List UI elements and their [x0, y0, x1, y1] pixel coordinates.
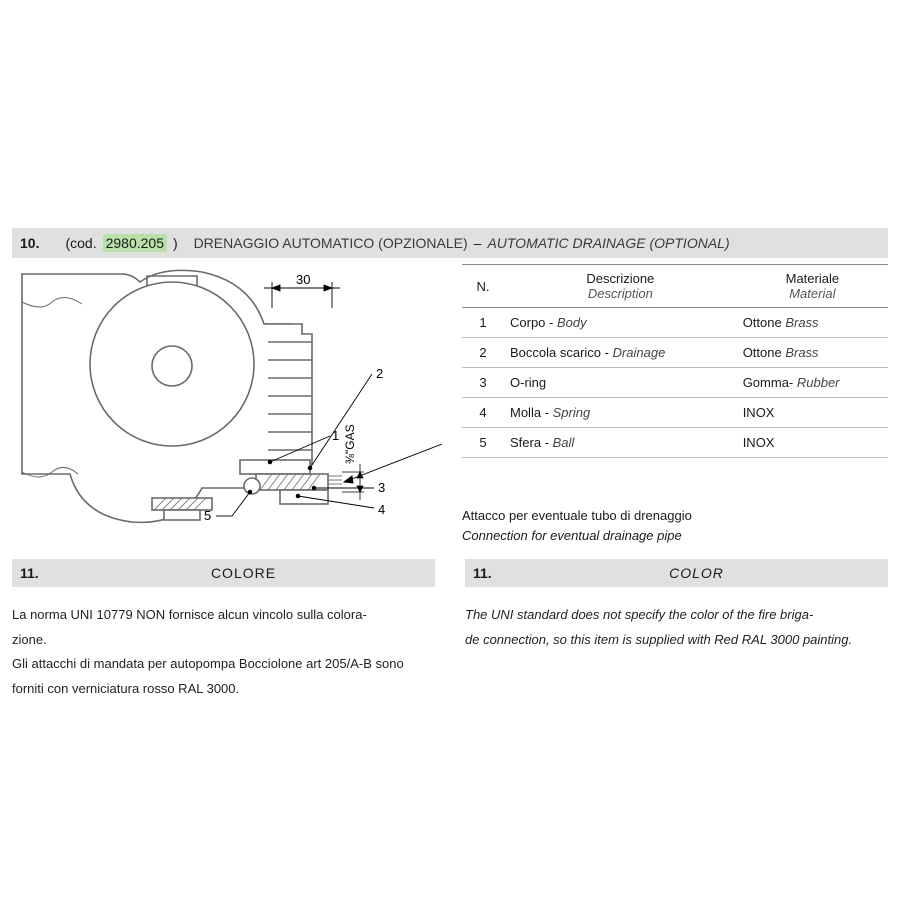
cell-mat: Ottone Brass — [737, 308, 888, 338]
cell-desc: Boccola scarico - Drainage — [504, 338, 737, 368]
cell-n: 5 — [462, 428, 504, 458]
cell-desc: O-ring — [504, 368, 737, 398]
gas-label: ⅜"GAS — [343, 424, 357, 464]
cell-mat: INOX — [737, 428, 888, 458]
code-suffix: ) — [173, 235, 178, 251]
col-desc: Descrizione Description — [504, 265, 737, 308]
cell-mat: Ottone Brass — [737, 338, 888, 368]
cell-mat: INOX — [737, 398, 888, 428]
table-row: 4Molla - SpringINOX — [462, 398, 888, 428]
title-sep: – — [474, 235, 482, 251]
callout-1: 1 — [332, 428, 339, 443]
technical-diagram: 30 ⅜"GAS — [12, 264, 442, 534]
note-it: Attacco per eventuale tubo di drenaggio — [462, 508, 692, 523]
drainage-note: Attacco per eventuale tubo di drenaggio … — [462, 506, 888, 545]
cell-desc: Corpo - Body — [504, 308, 737, 338]
callout-5: 5 — [204, 508, 211, 523]
cell-n: 2 — [462, 338, 504, 368]
section-title-en: COLOR — [513, 565, 880, 581]
section-title-it: COLORE — [60, 565, 427, 581]
product-code: 2980.205 — [103, 234, 167, 252]
table-row: 1Corpo - BodyOttone Brass — [462, 308, 888, 338]
section-11-header-en: 11. COLOR — [465, 559, 888, 587]
callout-2: 2 — [376, 366, 383, 381]
note-en: Connection for eventual drainage pipe — [462, 526, 888, 546]
cell-n: 3 — [462, 368, 504, 398]
table-row: 5Sfera - BallINOX — [462, 428, 888, 458]
cell-n: 4 — [462, 398, 504, 428]
cell-desc: Sfera - Ball — [504, 428, 737, 458]
dim-30: 30 — [296, 272, 310, 287]
parts-table: N. Descrizione Description Materiale Mat… — [462, 264, 888, 458]
section-11-header-it: 11. COLORE — [12, 559, 435, 587]
title-en: AUTOMATIC DRAINAGE (OPTIONAL) — [487, 235, 729, 251]
table-row: 2Boccola scarico - DrainageOttone Brass — [462, 338, 888, 368]
cell-mat: Gomma- Rubber — [737, 368, 888, 398]
callout-4: 4 — [378, 502, 385, 517]
cell-n: 1 — [462, 308, 504, 338]
table-row: 3O-ringGomma- Rubber — [462, 368, 888, 398]
section-number-11b: 11. — [473, 565, 513, 581]
body-it: La norma UNI 10779 NON fornisce alcun vi… — [12, 603, 435, 702]
code-prefix: (cod. — [65, 235, 96, 251]
col-n: N. — [462, 265, 504, 308]
section-number: 10. — [20, 235, 39, 251]
cell-desc: Molla - Spring — [504, 398, 737, 428]
body-en: The UNI standard does not specify the co… — [465, 603, 888, 652]
section-number-11a: 11. — [20, 565, 60, 581]
title-it: DRENAGGIO AUTOMATICO (OPZIONALE) — [194, 235, 468, 251]
callout-3: 3 — [378, 480, 385, 495]
section-10-header: 10. (cod. 2980.205 ) DRENAGGIO AUTOMATIC… — [12, 228, 888, 258]
col-mat: Materiale Material — [737, 265, 888, 308]
